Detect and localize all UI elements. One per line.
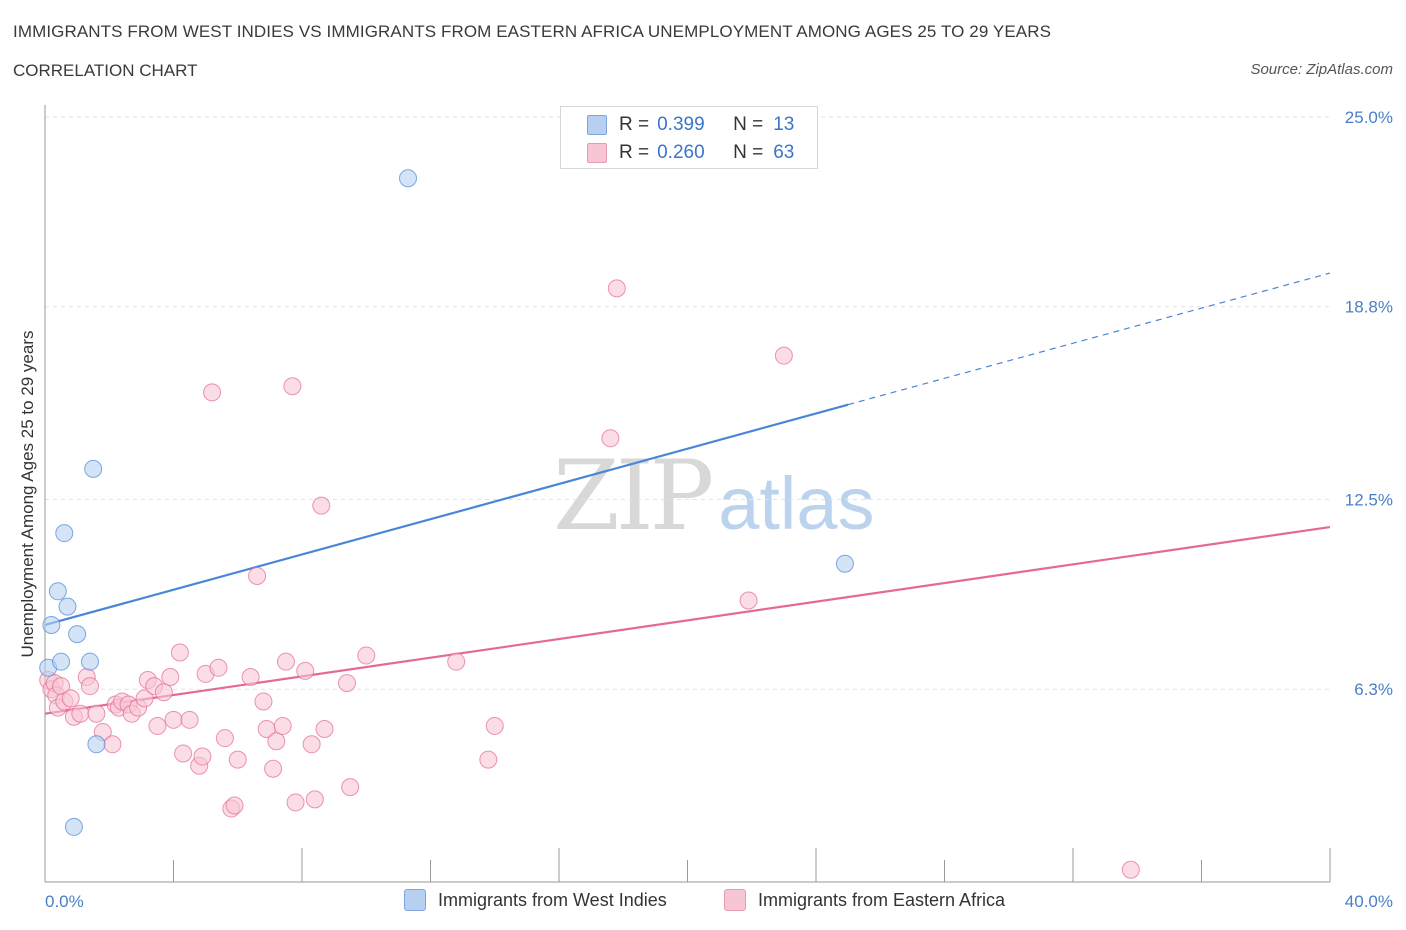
legend-r-label: R =	[619, 114, 650, 135]
point-west-indies	[48, 582, 67, 601]
gridlines	[45, 116, 1330, 690]
point-eastern-africa	[264, 759, 283, 778]
watermark: ZIP atlas	[553, 440, 875, 552]
point-eastern-africa	[305, 790, 324, 809]
point-eastern-africa	[607, 279, 626, 298]
point-eastern-africa	[267, 732, 286, 751]
trend-line-west-indies	[44, 403, 849, 627]
point-west-indies	[80, 652, 99, 671]
trend-line-west-indies-dashed	[847, 272, 1331, 406]
watermark-zip: ZIP	[553, 440, 714, 552]
point-eastern-africa	[337, 674, 356, 693]
legend-n-label: N =	[733, 114, 764, 135]
legend-swatch-eastern-africa	[587, 143, 607, 163]
point-eastern-africa	[193, 747, 212, 766]
bottom-legend-swatch-west-indies	[404, 889, 426, 911]
trend-line-eastern-africa	[44, 525, 1331, 715]
point-eastern-africa	[273, 716, 292, 735]
point-eastern-africa	[61, 689, 80, 708]
bottom-legend-west-indies: Immigrants from West Indies	[404, 889, 667, 911]
source-label: Source: ZipAtlas.com	[1250, 61, 1393, 78]
point-eastern-africa	[479, 750, 498, 769]
point-eastern-africa	[447, 652, 466, 671]
point-eastern-africa	[1121, 860, 1140, 879]
point-eastern-africa	[485, 716, 504, 735]
legend-row-west-indies: R = 0.399 N = 13	[587, 113, 794, 137]
point-eastern-africa	[215, 729, 234, 748]
point-eastern-africa	[164, 710, 183, 729]
watermark-atlas: atlas	[718, 462, 875, 545]
point-eastern-africa	[739, 591, 758, 610]
point-eastern-africa	[135, 689, 154, 708]
point-west-indies	[84, 459, 103, 478]
point-eastern-africa	[180, 710, 199, 729]
point-eastern-africa	[357, 646, 376, 665]
axes	[44, 105, 1331, 883]
point-eastern-africa	[248, 567, 267, 585]
point-eastern-africa	[170, 643, 189, 662]
y-tick-label: 25.0%	[1345, 108, 1393, 127]
point-eastern-africa	[312, 496, 331, 515]
point-west-indies	[64, 817, 83, 836]
point-eastern-africa	[774, 346, 793, 365]
bottom-legend-label-eastern-africa: Immigrants from Eastern Africa	[758, 889, 1006, 910]
legend-swatch-west-indies	[587, 115, 607, 135]
legend-n-value: 63	[773, 142, 795, 163]
point-eastern-africa	[203, 383, 222, 402]
y-tick-label: 12.5%	[1345, 491, 1393, 510]
legend-r-value: 0.260	[657, 142, 705, 163]
point-eastern-africa	[286, 793, 305, 812]
point-eastern-africa	[341, 778, 360, 797]
point-eastern-africa	[80, 677, 99, 696]
point-eastern-africa	[315, 720, 334, 738]
legend-n-label: N =	[733, 142, 764, 163]
point-eastern-africa	[209, 658, 228, 677]
axis-labels: 6.3% 12.5% 18.8% 25.0% 0.0% 40.0% Unemployment…	[18, 108, 1393, 911]
legend-r-value: 0.399	[657, 114, 705, 135]
point-west-indies	[87, 735, 106, 754]
point-west-indies	[42, 615, 61, 634]
bottom-legend-swatch-eastern-africa	[724, 889, 746, 911]
point-eastern-africa	[302, 735, 321, 754]
point-eastern-africa	[161, 667, 180, 686]
y-tick-label: 18.8%	[1345, 298, 1393, 317]
bottom-legend-label-west-indies: Immigrants from West Indies	[438, 889, 667, 910]
point-west-indies	[55, 524, 74, 543]
data-points	[39, 169, 1140, 879]
point-eastern-africa	[225, 796, 244, 815]
point-west-indies	[68, 625, 87, 644]
point-eastern-africa	[103, 735, 122, 754]
y-tick-label: 6.3%	[1354, 680, 1393, 699]
chart-title: IMMIGRANTS FROM WEST INDIES VS IMMIGRANT…	[13, 22, 1052, 41]
point-west-indies	[58, 597, 77, 616]
y-axis-title: Unemployment Among Ages 25 to 29 years	[18, 331, 37, 658]
x-tick-label: 40.0%	[1345, 892, 1393, 911]
point-eastern-africa	[601, 429, 620, 448]
legend-r-label: R =	[619, 142, 650, 163]
bottom-legend-eastern-africa: Immigrants from Eastern Africa	[724, 889, 1005, 911]
legend-n-value: 13	[773, 114, 795, 135]
point-eastern-africa	[87, 704, 106, 723]
point-eastern-africa	[174, 744, 193, 763]
point-eastern-africa	[283, 377, 302, 396]
legend-row-eastern-africa: R = 0.260 N = 63	[587, 141, 794, 165]
point-west-indies	[399, 169, 418, 188]
correlation-legend: R = 0.399 N = 13 R = 0.260 N = 63	[560, 106, 818, 169]
point-eastern-africa	[154, 683, 173, 702]
chart-subtitle: CORRELATION CHART	[13, 61, 198, 80]
point-eastern-africa	[228, 750, 247, 769]
trend-lines	[44, 272, 1331, 715]
x-tick-label: 0.0%	[45, 892, 84, 911]
point-eastern-africa	[241, 667, 260, 686]
point-west-indies	[835, 554, 854, 573]
point-eastern-africa	[276, 652, 295, 671]
point-west-indies	[52, 652, 71, 671]
point-eastern-africa	[71, 704, 90, 723]
point-eastern-africa	[296, 661, 315, 680]
point-eastern-africa	[148, 716, 167, 735]
point-eastern-africa	[254, 692, 273, 711]
